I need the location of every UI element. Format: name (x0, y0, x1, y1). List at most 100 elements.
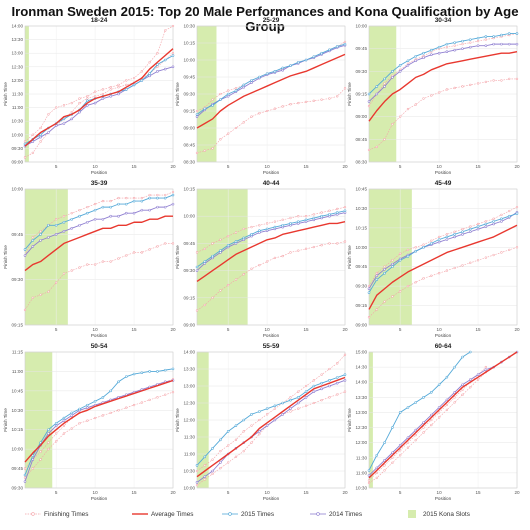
finishing-times-point (226, 132, 230, 135)
x-tick-label: 5 (55, 327, 58, 332)
y-tick-label: 12:00 (12, 78, 24, 83)
finishing-times-point (226, 283, 230, 287)
times-2015-point (219, 438, 222, 442)
finishing-times-point (226, 234, 230, 238)
y-tick-label: 08:45 (184, 143, 196, 148)
times-2014-line (368, 211, 518, 289)
finishing-times-point (469, 83, 472, 87)
average-times-line (368, 51, 518, 122)
finishing-times-point (312, 99, 316, 102)
kona-slots-band (197, 189, 248, 325)
finishing-times-point (132, 403, 136, 407)
finishing-times-point (297, 101, 300, 105)
finishing-times-point (343, 390, 347, 393)
finishing-times-point (211, 472, 214, 476)
finishing-times-point (164, 242, 167, 245)
times-2015-point (281, 223, 284, 227)
times-2014-point (23, 480, 27, 483)
times-2014-point (86, 104, 89, 107)
times-2015-point (62, 220, 66, 224)
times-2015-point (406, 255, 410, 258)
finishing-times-point (289, 216, 292, 220)
figure-title: Ironman Sweden 2015: Top 20 Male Perform… (11, 4, 519, 34)
finishing-times-point (391, 123, 394, 126)
times-2014-point (500, 42, 503, 46)
x-tick-label: 5 (227, 490, 230, 495)
times-2015-point (250, 79, 253, 82)
times-2015-point (461, 39, 464, 43)
y-tick-label: 13:30 (12, 37, 24, 42)
finishing-times-point (47, 447, 50, 451)
finishing-times-point (383, 469, 386, 472)
times-2014-point (171, 202, 175, 206)
legend-label: Finishing Times (44, 511, 88, 518)
panel-title: 18-24 (91, 17, 108, 24)
finishing-times-point (453, 86, 456, 90)
times-2015-point (422, 51, 425, 55)
times-2014-point (461, 233, 464, 236)
times-2014-point (195, 481, 199, 484)
finishing-times-point (320, 244, 323, 247)
times-2015-point (296, 60, 300, 64)
times-2015-point (453, 41, 456, 44)
y-tick-label: 09:00 (184, 323, 196, 328)
times-2015-point (500, 33, 503, 37)
times-2014-point (226, 94, 230, 98)
times-2015-point (398, 411, 402, 414)
x-tick-label: 20 (342, 327, 348, 332)
times-2014-point (132, 211, 136, 215)
finishing-times-point (265, 109, 269, 113)
times-2014-point (273, 418, 277, 422)
times-2014-point (117, 92, 120, 96)
finishing-times-point (406, 446, 410, 449)
kona-slots-band (369, 189, 412, 325)
finishing-times-point (320, 211, 323, 214)
times-2015-point (391, 70, 394, 73)
finishing-times-point (226, 89, 230, 92)
x-tick-label: 5 (55, 490, 58, 495)
finishing-times-point (445, 403, 449, 407)
times-2015-point (195, 265, 199, 269)
plot-frame (368, 188, 518, 326)
times-2014-point (47, 236, 50, 239)
times-2014-point (398, 70, 402, 73)
y-tick-label: 09:30 (356, 284, 368, 289)
finishing-times-point (328, 97, 331, 100)
finishing-times-point (93, 416, 97, 420)
finishing-times-point (148, 61, 151, 64)
times-2014-point (47, 432, 50, 435)
times-2014-point (70, 414, 74, 417)
times-2015-point (234, 240, 238, 243)
finishing-times-point (430, 94, 433, 97)
legend-marker (228, 512, 232, 516)
legend-label: 2014 Times (329, 511, 362, 518)
finishing-times-point (422, 243, 425, 246)
times-2015-point (304, 58, 308, 62)
x-axis-label: Position (435, 170, 452, 175)
finishing-times-point (242, 121, 245, 124)
times-2015-point (320, 51, 323, 55)
finishing-times-point (140, 70, 144, 73)
times-2015-point (398, 258, 402, 262)
times-2014-point (124, 211, 128, 215)
times-2015-point (47, 223, 50, 227)
finishing-times-point (219, 289, 222, 292)
y-tick-label: 08:30 (184, 160, 196, 165)
times-2014-point (39, 135, 42, 139)
finishing-times-point (500, 79, 503, 82)
times-2015-line (196, 374, 346, 466)
times-2015-point (367, 92, 371, 96)
times-2014-point (148, 208, 151, 212)
times-2014-point (258, 430, 261, 433)
times-2015-point (414, 249, 418, 253)
finishing-times-point (343, 205, 347, 209)
times-2015-point (430, 242, 433, 245)
times-2014-point (391, 262, 394, 266)
times-2015-point (93, 399, 97, 403)
finishing-times-point (31, 296, 34, 299)
panel-35-39: 35-39 09:15 09:30 09:45 10:00 5 10 15 20 Position… (3, 180, 176, 338)
finishing-times-point (86, 205, 89, 209)
y-tick-label: 10:00 (184, 486, 196, 491)
finishing-times-line (368, 33, 518, 107)
x-tick-label: 20 (342, 490, 348, 495)
